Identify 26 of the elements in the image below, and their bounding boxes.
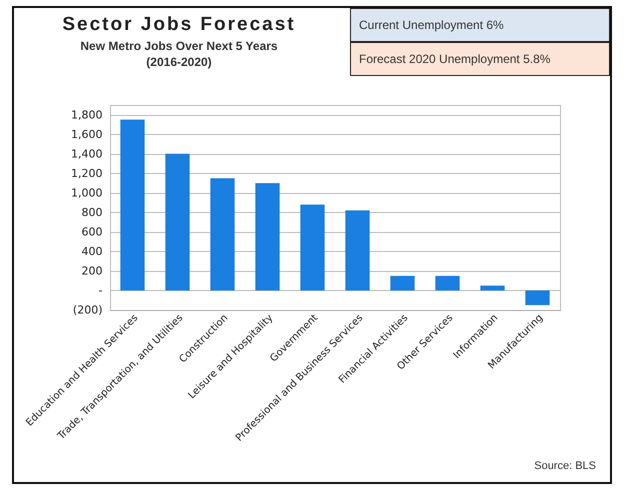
- chart-title: Sector Jobs Forecast: [61, 14, 297, 36]
- bar: [345, 210, 370, 290]
- y-tick-label: (200): [72, 304, 102, 316]
- source-note: Source: BLS: [534, 460, 596, 472]
- bar: [300, 204, 325, 290]
- bar: [255, 183, 280, 290]
- bar: [120, 120, 145, 290]
- bar: [435, 276, 460, 290]
- y-tick-label: -: [98, 284, 103, 297]
- bar: [390, 276, 415, 290]
- y-tick-label: 1,200: [71, 166, 102, 180]
- y-tick-label: 800: [82, 206, 102, 219]
- y-tick-label: 1,400: [71, 147, 102, 160]
- text: Forecast 2020 Unemployment 5.8%: [350, 42, 610, 76]
- bar: [480, 286, 505, 290]
- y-tick-label: 600: [82, 225, 102, 238]
- text: Current Unemployment 6%: [350, 8, 610, 42]
- y-tick-label: 200: [82, 264, 102, 278]
- y-tick-label: 1,800: [71, 108, 102, 122]
- bar: [165, 154, 190, 290]
- chart-subtitle: New Metro Jobs Over Next 5 Years (2016-2020): [79, 38, 279, 70]
- y-tick-label: 1,600: [71, 128, 102, 141]
- y-tick-label: 1,000: [71, 186, 102, 200]
- bar: [525, 290, 550, 306]
- y-tick-label: 400: [82, 244, 102, 258]
- bar: [210, 178, 235, 290]
